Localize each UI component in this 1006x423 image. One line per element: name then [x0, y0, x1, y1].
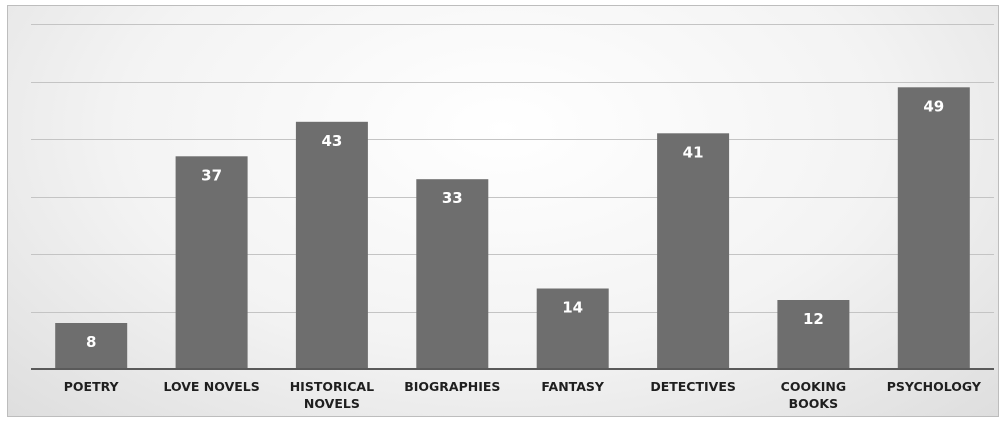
- data-label: 14: [562, 299, 583, 317]
- category-label: POETRY: [64, 379, 120, 394]
- category-label-line: NOVELS: [304, 396, 360, 411]
- bar-fantasy: [536, 288, 609, 369]
- category-label: PSYCHOLOGY: [887, 379, 982, 394]
- data-label: 49: [923, 97, 944, 115]
- category-label-line: DETECTIVES: [650, 379, 736, 394]
- category-label: COOKING BOOKS: [781, 379, 847, 411]
- bar-historical-novels: [295, 121, 368, 370]
- bar-psychology: [897, 87, 970, 370]
- data-label: 12: [803, 310, 824, 328]
- category-label: DETECTIVES: [650, 379, 736, 394]
- category-label-line: LOVE NOVELS: [163, 379, 259, 394]
- bar-chart: 8 POETRY 37 LOVE NOVELS 43 HISTORICAL NOVELS 33…: [31, 24, 994, 411]
- bar-cooking-books: [777, 300, 850, 369]
- data-label: 37: [201, 166, 222, 184]
- category-label-line: BIOGRAPHIES: [404, 379, 500, 394]
- category-label: FANTASY: [541, 379, 604, 394]
- category-label-line: PSYCHOLOGY: [887, 379, 982, 394]
- bar-detectives: [657, 133, 730, 370]
- category-label: HISTORICAL NOVELS: [290, 379, 374, 411]
- category-label-line: COOKING: [781, 379, 847, 394]
- data-label: 43: [321, 132, 342, 150]
- chart-area: 8 POETRY 37 LOVE NOVELS 43 HISTORICAL NOVELS 33…: [7, 5, 999, 417]
- category-label-line: FANTASY: [541, 379, 604, 394]
- category-label-line: HISTORICAL: [290, 379, 374, 394]
- data-label: 41: [683, 143, 704, 161]
- data-label: 8: [86, 333, 96, 351]
- category-label-line: BOOKS: [789, 396, 838, 411]
- bar-love-novels: [175, 156, 248, 370]
- category-label: BIOGRAPHIES: [404, 379, 500, 394]
- bar-poetry: [55, 323, 128, 369]
- bar-biographies: [416, 179, 489, 369]
- category-label: LOVE NOVELS: [163, 379, 259, 394]
- data-label: 33: [442, 189, 463, 207]
- category-label-line: POETRY: [64, 379, 120, 394]
